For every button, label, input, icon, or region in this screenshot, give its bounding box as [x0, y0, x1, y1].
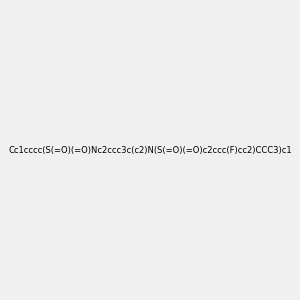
Text: Cc1cccc(S(=O)(=O)Nc2ccc3c(c2)N(S(=O)(=O)c2ccc(F)cc2)CCC3)c1: Cc1cccc(S(=O)(=O)Nc2ccc3c(c2)N(S(=O)(=O)…	[8, 146, 292, 154]
